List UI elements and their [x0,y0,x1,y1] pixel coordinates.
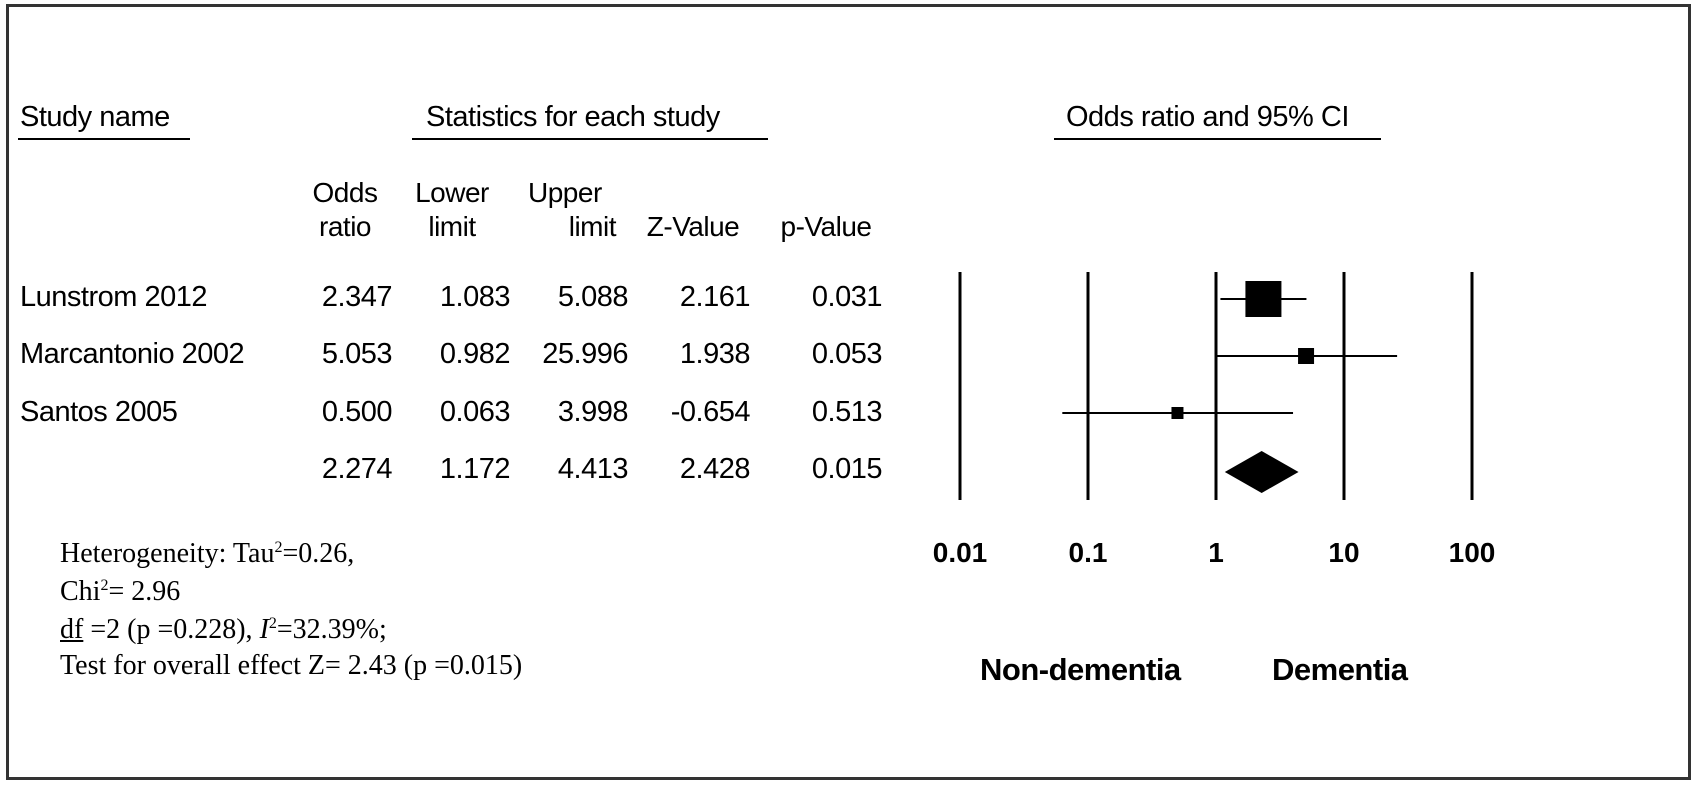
statistics-header: Statistics for each study [426,101,720,133]
heterogeneity-line-1: Heterogeneity: Tau2=0.26, [60,538,355,569]
favours-right-label: Dementia [1272,652,1408,687]
odds-ratio-value: 2.347 [321,281,393,313]
x-tick-label: 0.1 [1068,537,1108,568]
upper-limit-value: 5.088 [557,281,629,313]
figure-frame [6,4,1691,780]
x-tick-label: 1 [1208,537,1224,568]
study-point [1171,407,1184,419]
x-tick-label: 10 [1328,537,1360,568]
summary-diamond [1224,451,1299,493]
lower-limit-value: 0.063 [439,396,511,428]
x-tick-label: 100 [1448,537,1496,568]
favours-left-label: Non-dementia [980,652,1181,687]
study-name: Marcantonio 2002 [20,338,245,370]
col-lower-limit: Lower limit [415,177,489,242]
z-value: 1.938 [679,338,751,370]
overall-effect-test: Test for overall effect Z= 2.43 (p =0.01… [60,650,523,681]
col-p-value: p-Value [780,211,872,242]
lower-limit-value: 1.083 [439,281,511,313]
plot-title: Odds ratio and 95% CI [1066,101,1349,133]
odds-ratio-value: 0.500 [321,396,393,428]
z-value: 2.428 [679,453,751,485]
study-name: Santos 2005 [20,396,178,428]
study-point [1298,348,1315,364]
heterogeneity-line-2: Chi2= 2.96 [60,576,181,607]
study-point [1245,281,1282,317]
study-name-underline [18,138,190,140]
z-value: 2.161 [679,281,751,313]
upper-limit-value: 4.413 [557,453,629,485]
lower-limit-value: 1.172 [439,453,511,485]
p-value: 0.053 [811,338,883,370]
odds-ratio-value: 5.053 [321,338,393,370]
x-tick-label: 0.01 [932,537,988,568]
heterogeneity-line-3: df =2 (p =0.228), I2=32.39%; [60,614,387,645]
odds-ratio-value: 2.274 [321,453,393,485]
z-value: -0.654 [670,396,751,428]
lower-limit-value: 0.982 [439,338,511,370]
study-name: Lunstrom 2012 [20,281,207,313]
col-z-value: Z-Value [646,211,740,242]
plot-title-underline [1054,138,1381,140]
statistics-underline [412,138,768,140]
p-value: 0.513 [811,396,883,428]
p-value: 0.031 [811,281,883,313]
col-upper-limit: Upper limit [528,177,617,242]
upper-limit-value: 3.998 [557,396,629,428]
col-odds-ratio: Odds ratio [312,177,378,242]
study-name-header: Study name [20,101,170,133]
upper-limit-value: 25.996 [542,338,628,370]
p-value: 0.015 [811,453,883,485]
